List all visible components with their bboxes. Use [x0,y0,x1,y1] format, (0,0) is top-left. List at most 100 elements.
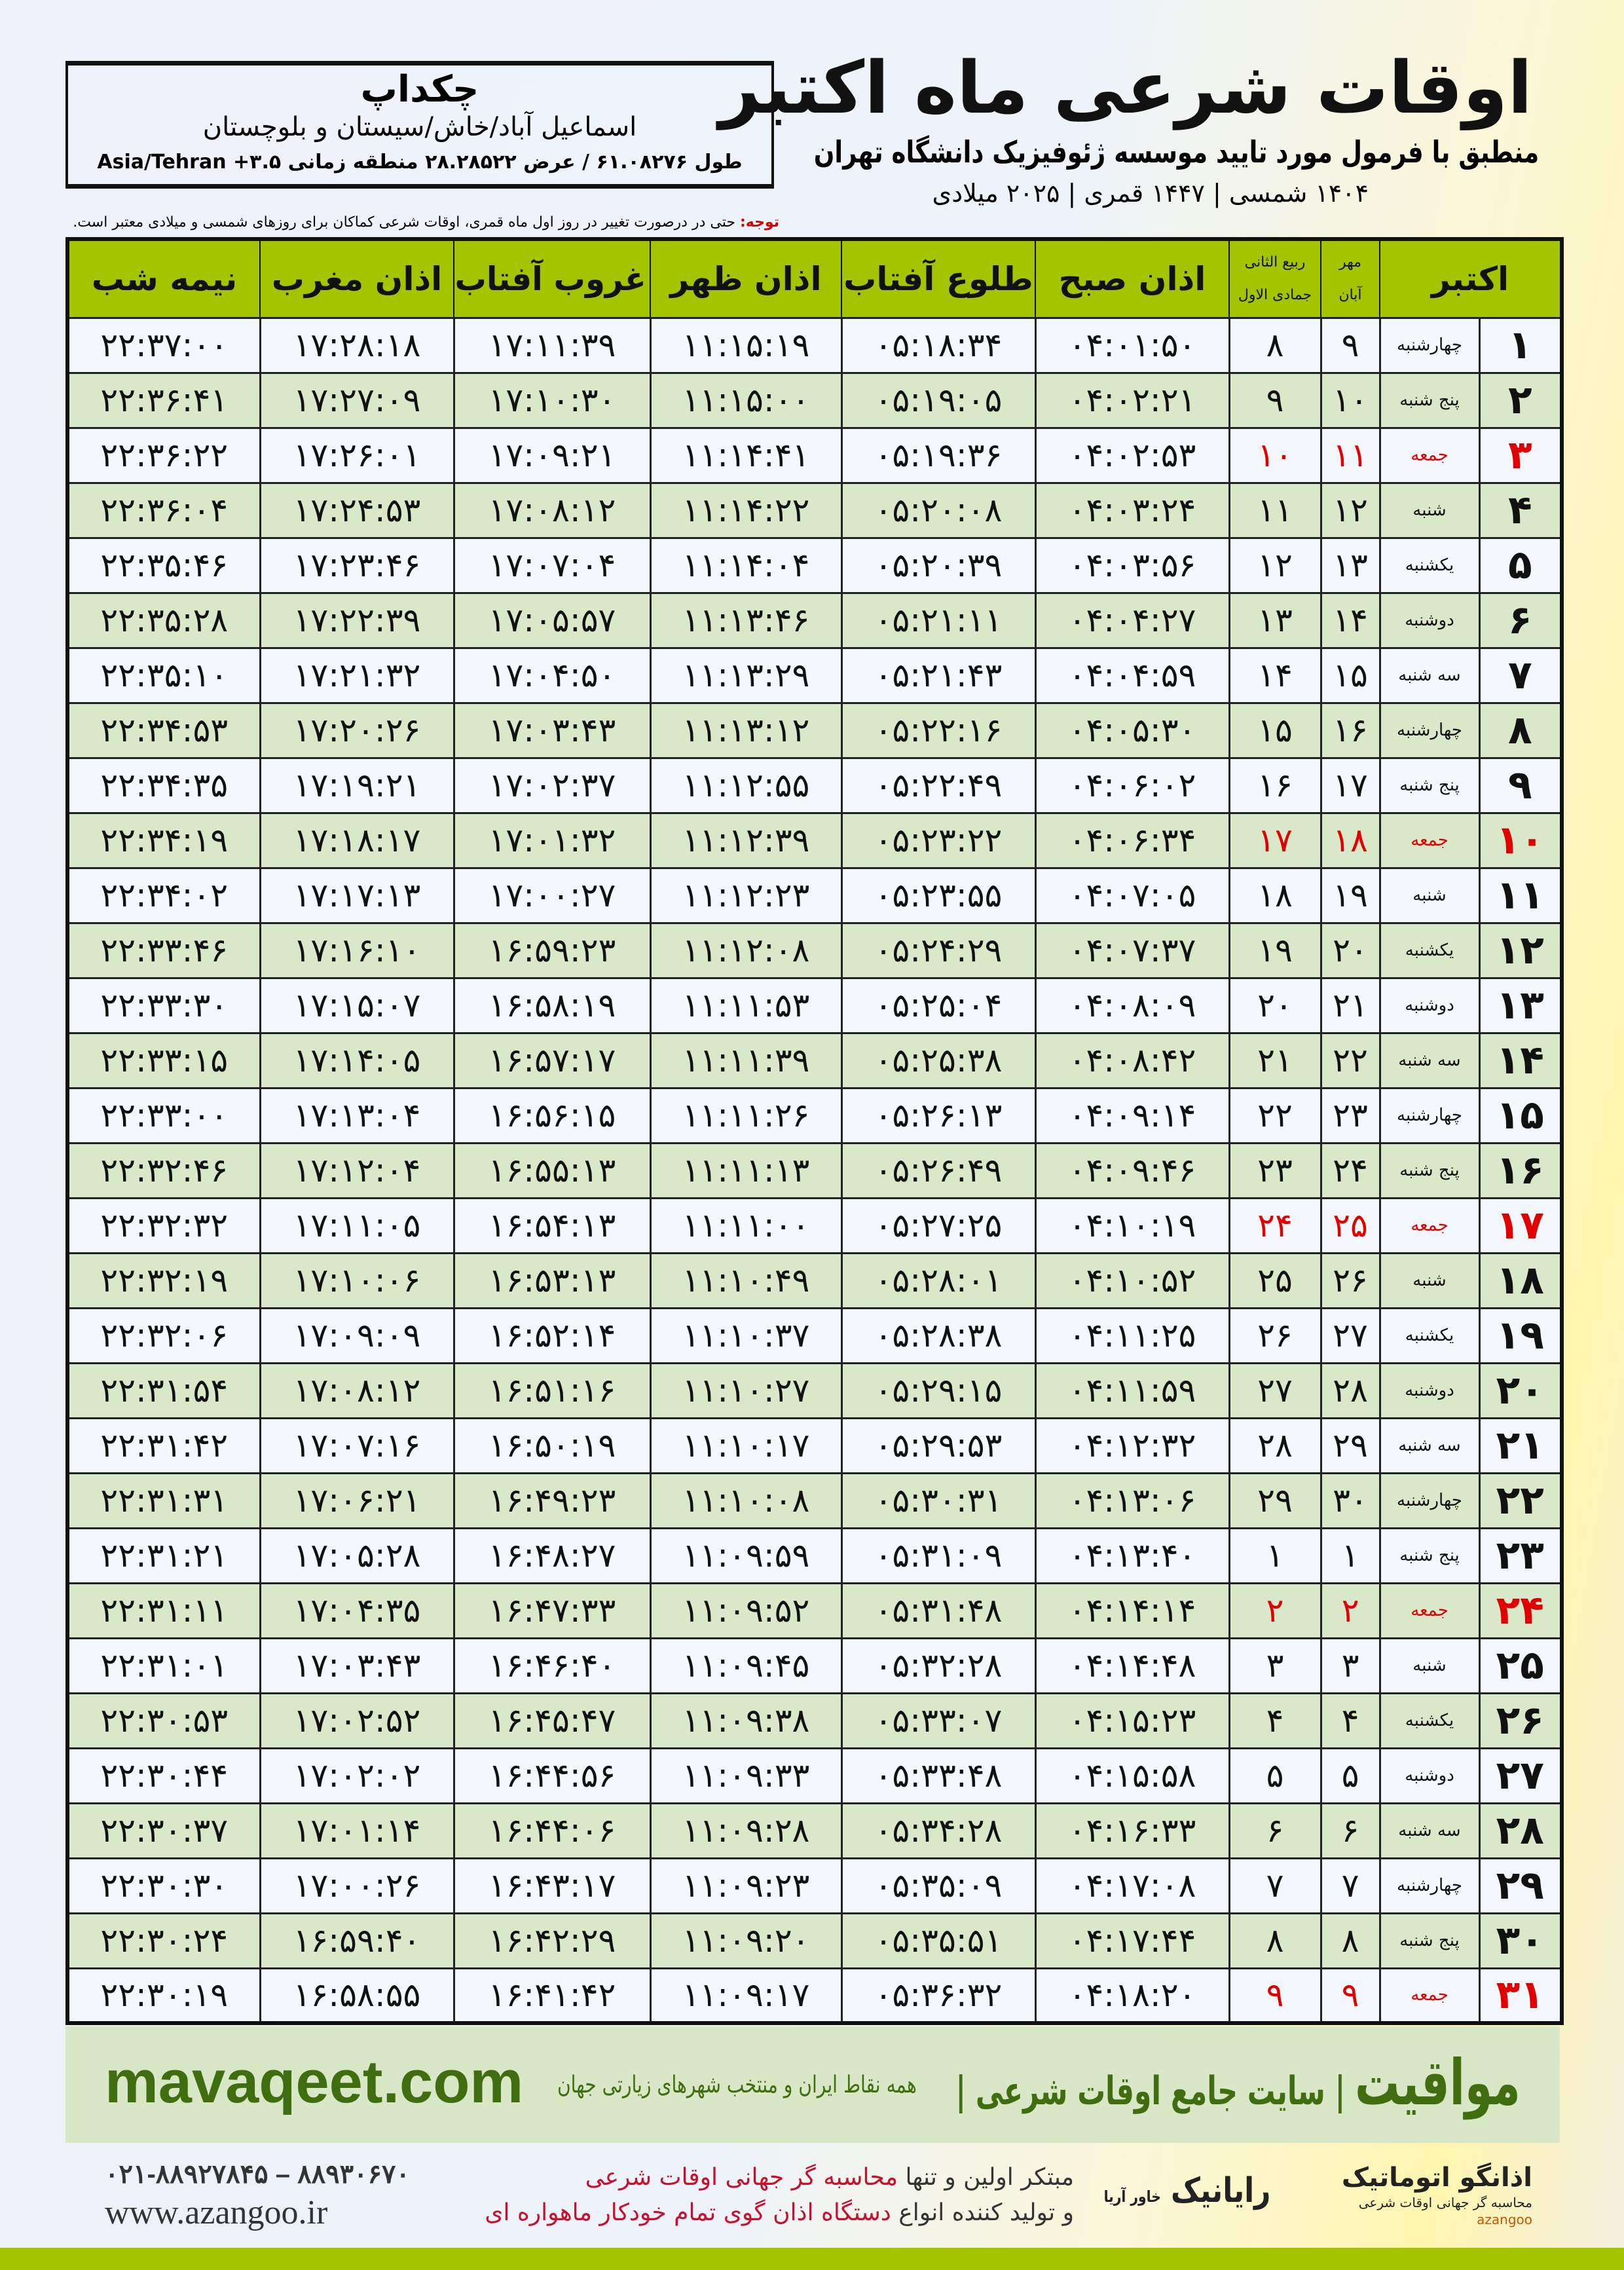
cell-sunset: ۱۷:۱۰:۳۰ [452,371,652,429]
cell-shamsi: ۲۳ [1320,1087,1381,1144]
table-row: ۱۹ یکشنبه ۲۷ ۲۶ ۰۴:۱۱:۲۵ ۰۵:۲۸:۳۸ ۱۱:۱۰:۳۷ ۱۶:۵… [66,1307,1563,1364]
cell-midnight: ۲۲:۳۳:۳۰ [66,977,261,1034]
cell-sunset: ۱۶:۴۴:۰۶ [452,1802,652,1859]
cell-sunset: ۱۶:۴۴:۵۶ [452,1747,652,1804]
cell-day: ۲۶ [1478,1692,1563,1749]
cell-dhuhr: ۱۱:۱۳:۲۹ [649,646,843,704]
promo-line1-highlight: محاسبه گر جهانی اوقات شرعی [585,2164,898,2191]
cell-qamari: ۱۱ [1228,481,1322,539]
cell-shamsi: ۱۹ [1320,866,1381,924]
cell-sunset: ۱۶:۵۲:۱۴ [452,1307,652,1364]
year-line: ۱۴۰۴ شمسی | ۱۴۴۷ قمری | ۲۰۲۵ میلادی [845,178,1369,208]
cell-maghrib: ۱۷:۲۲:۳۹ [259,591,455,649]
cell-sunset: ۱۷:۰۹:۲۱ [452,426,652,484]
cell-midnight: ۲۲:۳۵:۴۶ [66,536,261,594]
cell-qamari: ۱ [1228,1527,1322,1584]
table-row: ۲۹ چهارشنبه ۷ ۷ ۰۴:۱۷:۰۸ ۰۵:۳۵:۰۹ ۱۱:۰۹:۲۳ ۱۶:۴… [66,1857,1563,1914]
cell-day: ۱۰ [1478,811,1563,869]
cell-weekday: پنج شنبه [1378,756,1481,814]
cell-sunrise: ۰۵:۲۶:۴۹ [840,1142,1037,1199]
cell-sunset: ۱۶:۵۴:۱۳ [452,1197,652,1254]
cell-midnight: ۲۲:۳۱:۲۱ [66,1527,261,1584]
col-qamari-top: ربیع الثانی [1230,246,1320,279]
cell-day: ۹ [1478,756,1563,814]
cell-shamsi: ۱۳ [1320,536,1381,594]
cell-weekday: دوشنبه [1378,591,1481,649]
cell-fajr: ۰۴:۰۷:۳۷ [1034,921,1230,979]
cell-sunrise: ۰۵:۳۶:۳۲ [840,1967,1037,2024]
cell-text: غروب آفتاب [454,259,646,298]
cell-fajr: ۰۴:۱۷:۴۴ [1034,1912,1230,1969]
cell-weekday: یکشنبه [1378,536,1481,594]
cell-sunset: ۱۶:۴۸:۲۷ [452,1527,652,1584]
cell-weekday: سه شنبه [1378,646,1481,704]
col-midnight: نیمه شب [67,239,260,318]
cell-maghrib: ۱۶:۵۸:۵۵ [259,1967,455,2024]
azangoo-website-text[interactable]: www.azangoo.ir [105,2194,328,2231]
cell-dhuhr: ۱۱:۱۲:۳۹ [649,811,843,869]
cell-dhuhr: ۱۱:۱۲:۵۵ [649,756,843,814]
mavaqeet-url-text[interactable]: mavaqeet.com [105,2049,524,2115]
mavaqeet-url[interactable]: mavaqeet.com [105,2046,524,2118]
table-row: ۱۷ جمعه ۲۵ ۲۴ ۰۴:۱۰:۱۹ ۰۵:۲۷:۲۵ ۱۱:۱۱:۰۰ ۱۶:۵۴:… [66,1197,1563,1254]
cell-shamsi: ۱۱ [1320,426,1381,484]
cell-dhuhr: ۱۱:۱۲:۲۳ [649,866,843,924]
table-row: ۵ یکشنبه ۱۳ ۱۲ ۰۴:۰۳:۵۶ ۰۵:۲۰:۳۹ ۱۱:۱۴:۰۴ ۱۷:۰۷… [66,536,1563,594]
cell-day: ۲۵ [1478,1637,1563,1694]
azangoo-name: اذانگو اتوماتیک [1297,2161,1532,2194]
cell-sunset: ۱۷:۰۷:۰۴ [452,536,652,594]
cell-dhuhr: ۱۱:۱۰:۳۷ [649,1307,843,1364]
mavaqeet-tagline-text: همه نقاط ایران و منتخب شهرهای زیارتی جها… [557,2072,917,2098]
cell-dhuhr: ۱۱:۱۳:۴۶ [649,591,843,649]
cell-qamari: ۲۲ [1228,1087,1322,1144]
cell-qamari: ۱۰ [1228,426,1322,484]
note-inner: توجه: حتی در درصورت تغییر در روز اول ماه… [73,214,779,232]
table-row: ۷ سه شنبه ۱۵ ۱۴ ۰۴:۰۴:۵۹ ۰۵:۲۱:۴۳ ۱۱:۱۳:۲۹ ۱۷:۰… [66,646,1563,704]
cell-midnight: ۲۲:۳۳:۱۵ [66,1032,261,1089]
cell-maghrib: ۱۷:۲۴:۵۳ [259,481,455,539]
province-path: اسماعیل آباد/خاش/سیستان و بلوچستان [79,111,760,143]
cell-sunset: ۱۶:۵۷:۱۷ [452,1032,652,1089]
cell-shamsi: ۹ [1320,1967,1381,2024]
azangoo-website[interactable]: www.azangoo.ir [105,2193,458,2233]
cell-day: ۳۱ [1478,1967,1563,2024]
cell-weekday: چهارشنبه [1378,1857,1481,1914]
cell-midnight: ۲۲:۳۱:۴۲ [66,1417,261,1474]
cell-dhuhr: ۱۱:۰۹:۵۹ [649,1527,843,1584]
page-subtitle-text: منطبق با فرمول مورد تایید موسسه ژئوفیزیک… [813,134,1539,170]
col-maghrib: اذان مغرب [259,239,454,318]
province-text: اسماعیل آباد/خاش/سیستان و بلوچستان [202,112,637,142]
table-row: ۲ پنج شنبه ۱۰ ۹ ۰۴:۰۲:۲۱ ۰۵:۱۹:۰۵ ۱۱:۱۵:۰۰ ۱۷:۱… [66,371,1563,429]
cell-sunrise: ۰۵:۱۸:۳۴ [840,316,1037,374]
cell-weekday: سه شنبه [1378,1032,1481,1089]
cell-qamari: ۱۷ [1228,811,1322,869]
cell-shamsi: ۳۰ [1320,1472,1381,1529]
cell-day: ۲۲ [1478,1472,1563,1529]
cell-shamsi: ۲۹ [1320,1417,1381,1474]
table-row: ۳۱ جمعه ۹ ۹ ۰۴:۱۸:۲۰ ۰۵:۳۶:۳۲ ۱۱:۰۹:۱۷ ۱۶:۴۱:۴۲… [66,1967,1563,2024]
mavaqeet-title-inner: مواقیت | سایت جامع اوقات شرعی | [956,2046,1521,2128]
cell-dhuhr: ۱۱:۰۹:۵۲ [649,1582,843,1639]
cell-weekday: پنج شنبه [1378,1527,1481,1584]
table-row: ۲۲ چهارشنبه ۳۰ ۲۹ ۰۴:۱۳:۰۶ ۰۵:۳۰:۳۱ ۱۱:۱۰:۰۸ ۱۶… [66,1472,1563,1529]
azangoo-name-text: اذانگو اتوماتیک [1341,2163,1532,2193]
cell-qamari: ۹ [1228,1967,1322,2024]
cell-day: ۱۸ [1478,1252,1563,1309]
cell-weekday: جمعه [1378,426,1481,484]
cell-dhuhr: ۱۱:۱۴:۴۱ [649,426,843,484]
azangoo-footer: ۰۲۱-۸۸۹۲۷۸۴۵ – ۸۸۹۳۰۶۷۰ www.azangoo.ir م… [65,2155,1560,2240]
cell-fajr: ۰۴:۰۱:۵۰ [1034,316,1230,374]
cell-weekday: چهارشنبه [1378,1472,1481,1529]
cell-midnight: ۲۲:۳۰:۵۳ [66,1692,261,1749]
cell-day: ۶ [1478,591,1563,649]
cell-shamsi: ۷ [1320,1857,1381,1914]
cell-fajr: ۰۴:۱۵:۵۸ [1034,1747,1230,1804]
cell-shamsi: ۲۶ [1320,1252,1381,1309]
cell-day: ۲۹ [1478,1857,1563,1914]
cell-day: ۲۰ [1478,1362,1563,1419]
cell-maghrib: ۱۷:۲۰:۲۶ [259,701,455,759]
col-sunrise: طلوع آفتاب [841,239,1035,318]
cell-qamari: ۳ [1228,1637,1322,1694]
cell-fajr: ۰۴:۰۹:۴۶ [1034,1142,1230,1199]
cell-day: ۲۸ [1478,1802,1563,1859]
